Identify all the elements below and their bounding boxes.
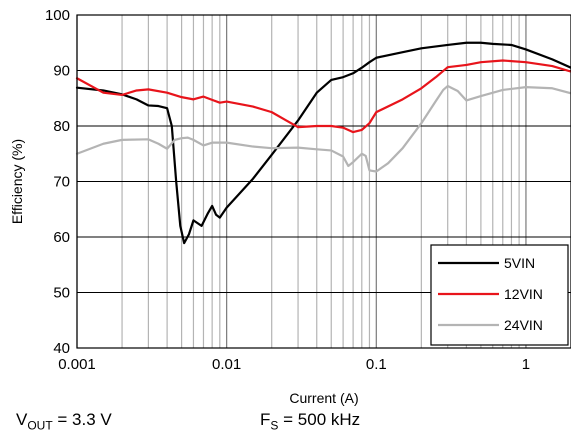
legend-label-12vin: 12VIN xyxy=(504,286,543,302)
legend-label-24vin: 24VIN xyxy=(504,317,543,333)
vout-note: VOUT = 3.3 V xyxy=(16,410,112,433)
y-axis-label: Efficiency (%) xyxy=(9,139,25,224)
series-line-12vin xyxy=(75,59,571,134)
x-tick-label: 0.1 xyxy=(366,356,387,373)
y-tick-label: 90 xyxy=(53,63,70,80)
fs-note: FS = 500 kHz xyxy=(260,410,361,433)
x-tick-label: 0.01 xyxy=(212,356,241,373)
y-tick-label: 80 xyxy=(53,118,70,135)
legend-label-5vin: 5VIN xyxy=(504,255,535,271)
efficiency-chart: 40 50 60 70 80 90 100 0.001 0.01 0.1 1 Current (A) E… xyxy=(9,7,571,406)
y-tick-label: 40 xyxy=(53,340,70,357)
plot-frame xyxy=(76,14,571,349)
y-tick-label: 60 xyxy=(53,229,70,246)
series-line-5vin xyxy=(75,41,571,245)
series-line-24vin xyxy=(75,84,571,173)
x-tick-label: 0.001 xyxy=(58,356,96,373)
y-tick-label: 100 xyxy=(45,7,70,24)
y-tick-label: 50 xyxy=(53,285,70,302)
chart-footer: VOUT = 3.3 V FS = 500 kHz xyxy=(0,410,571,440)
y-tick-label: 70 xyxy=(53,174,70,191)
x-axis-label: Current (A) xyxy=(289,390,358,406)
x-tick-label: 1 xyxy=(522,356,530,373)
